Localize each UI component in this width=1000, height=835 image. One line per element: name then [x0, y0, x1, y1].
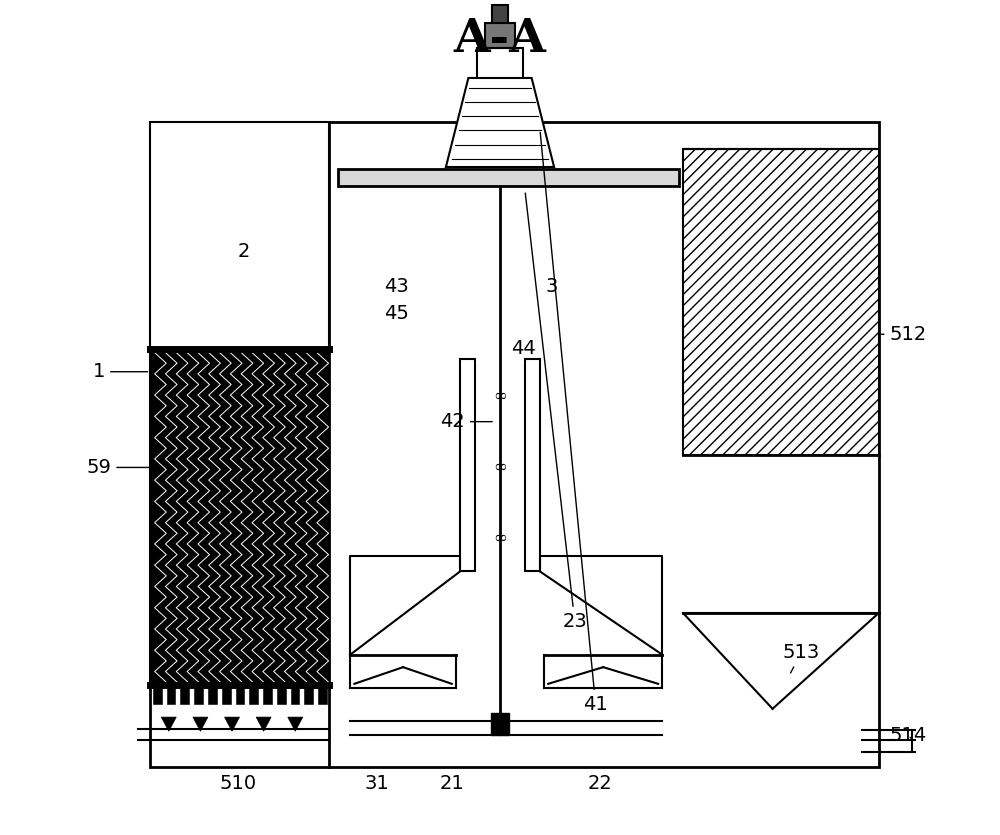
Polygon shape: [208, 686, 217, 704]
Text: 514: 514: [889, 726, 927, 745]
Polygon shape: [304, 686, 313, 704]
Polygon shape: [318, 686, 327, 704]
Text: 45: 45: [384, 304, 408, 323]
Polygon shape: [150, 122, 329, 349]
Text: 513: 513: [783, 643, 820, 673]
Polygon shape: [492, 5, 508, 23]
Polygon shape: [167, 686, 175, 704]
Polygon shape: [180, 686, 189, 704]
Text: 21: 21: [439, 774, 464, 793]
Text: 41: 41: [540, 132, 608, 714]
Text: ∞: ∞: [493, 529, 507, 547]
Polygon shape: [291, 686, 299, 704]
Polygon shape: [225, 717, 240, 731]
Text: 3: 3: [546, 276, 558, 296]
Polygon shape: [249, 686, 258, 704]
Polygon shape: [153, 686, 162, 704]
Text: 512: 512: [881, 325, 927, 344]
Polygon shape: [236, 686, 244, 704]
Text: 1: 1: [93, 362, 148, 382]
Text: 59: 59: [86, 458, 152, 477]
Polygon shape: [446, 78, 554, 167]
Text: 22: 22: [587, 774, 612, 793]
Polygon shape: [491, 713, 509, 736]
Text: ∞: ∞: [493, 459, 507, 476]
Polygon shape: [460, 359, 475, 571]
Polygon shape: [193, 717, 208, 731]
Polygon shape: [288, 717, 303, 731]
Polygon shape: [338, 170, 679, 186]
Text: A-A: A-A: [454, 16, 546, 62]
Polygon shape: [525, 359, 540, 571]
Polygon shape: [263, 686, 272, 704]
Text: ∞: ∞: [493, 388, 507, 405]
Text: 23: 23: [525, 193, 587, 631]
Text: 42: 42: [440, 412, 492, 431]
Polygon shape: [683, 149, 879, 455]
Polygon shape: [477, 48, 523, 78]
Polygon shape: [485, 23, 515, 48]
Text: 31: 31: [364, 774, 389, 793]
Polygon shape: [194, 686, 203, 704]
Text: 2: 2: [238, 241, 250, 261]
Polygon shape: [161, 717, 176, 731]
Polygon shape: [150, 349, 329, 686]
Text: 44: 44: [511, 339, 536, 358]
Polygon shape: [222, 686, 231, 704]
Polygon shape: [277, 686, 286, 704]
Text: 510: 510: [219, 774, 256, 793]
Text: 43: 43: [384, 276, 408, 296]
Polygon shape: [256, 717, 271, 731]
